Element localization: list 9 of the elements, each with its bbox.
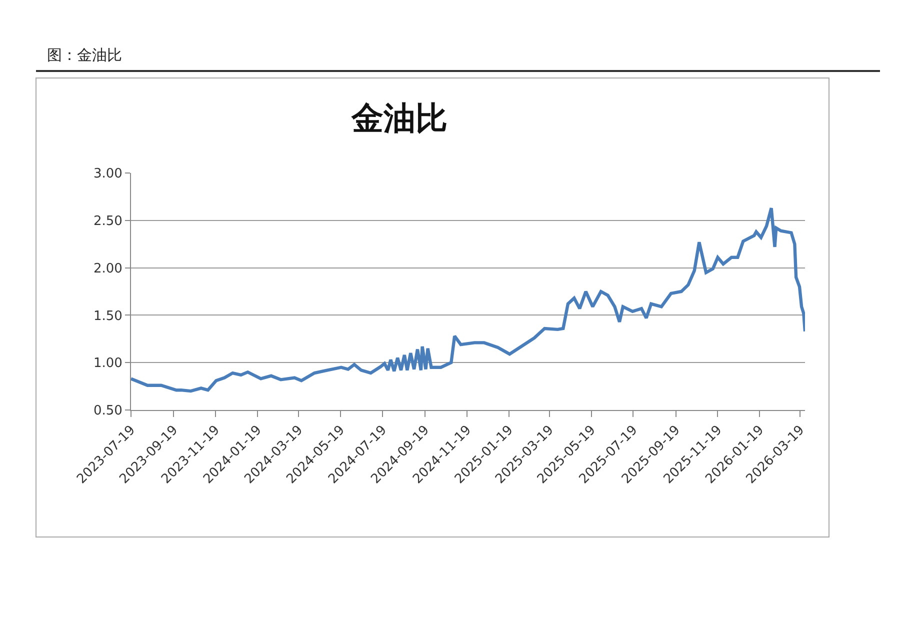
- chart-subtitle: 图：金油比: [47, 46, 122, 64]
- y-tick-label: 3.00: [93, 166, 122, 182]
- line-series: [131, 206, 805, 393]
- y-tick-label: 2.50: [93, 214, 122, 229]
- y-tick-label: 2.00: [93, 261, 122, 276]
- y-tick-label: 0.50: [93, 404, 122, 419]
- y-tick-label: 1.00: [93, 356, 122, 372]
- y-tick-label: 1.50: [93, 308, 122, 324]
- chart-title: 金油比: [350, 99, 448, 138]
